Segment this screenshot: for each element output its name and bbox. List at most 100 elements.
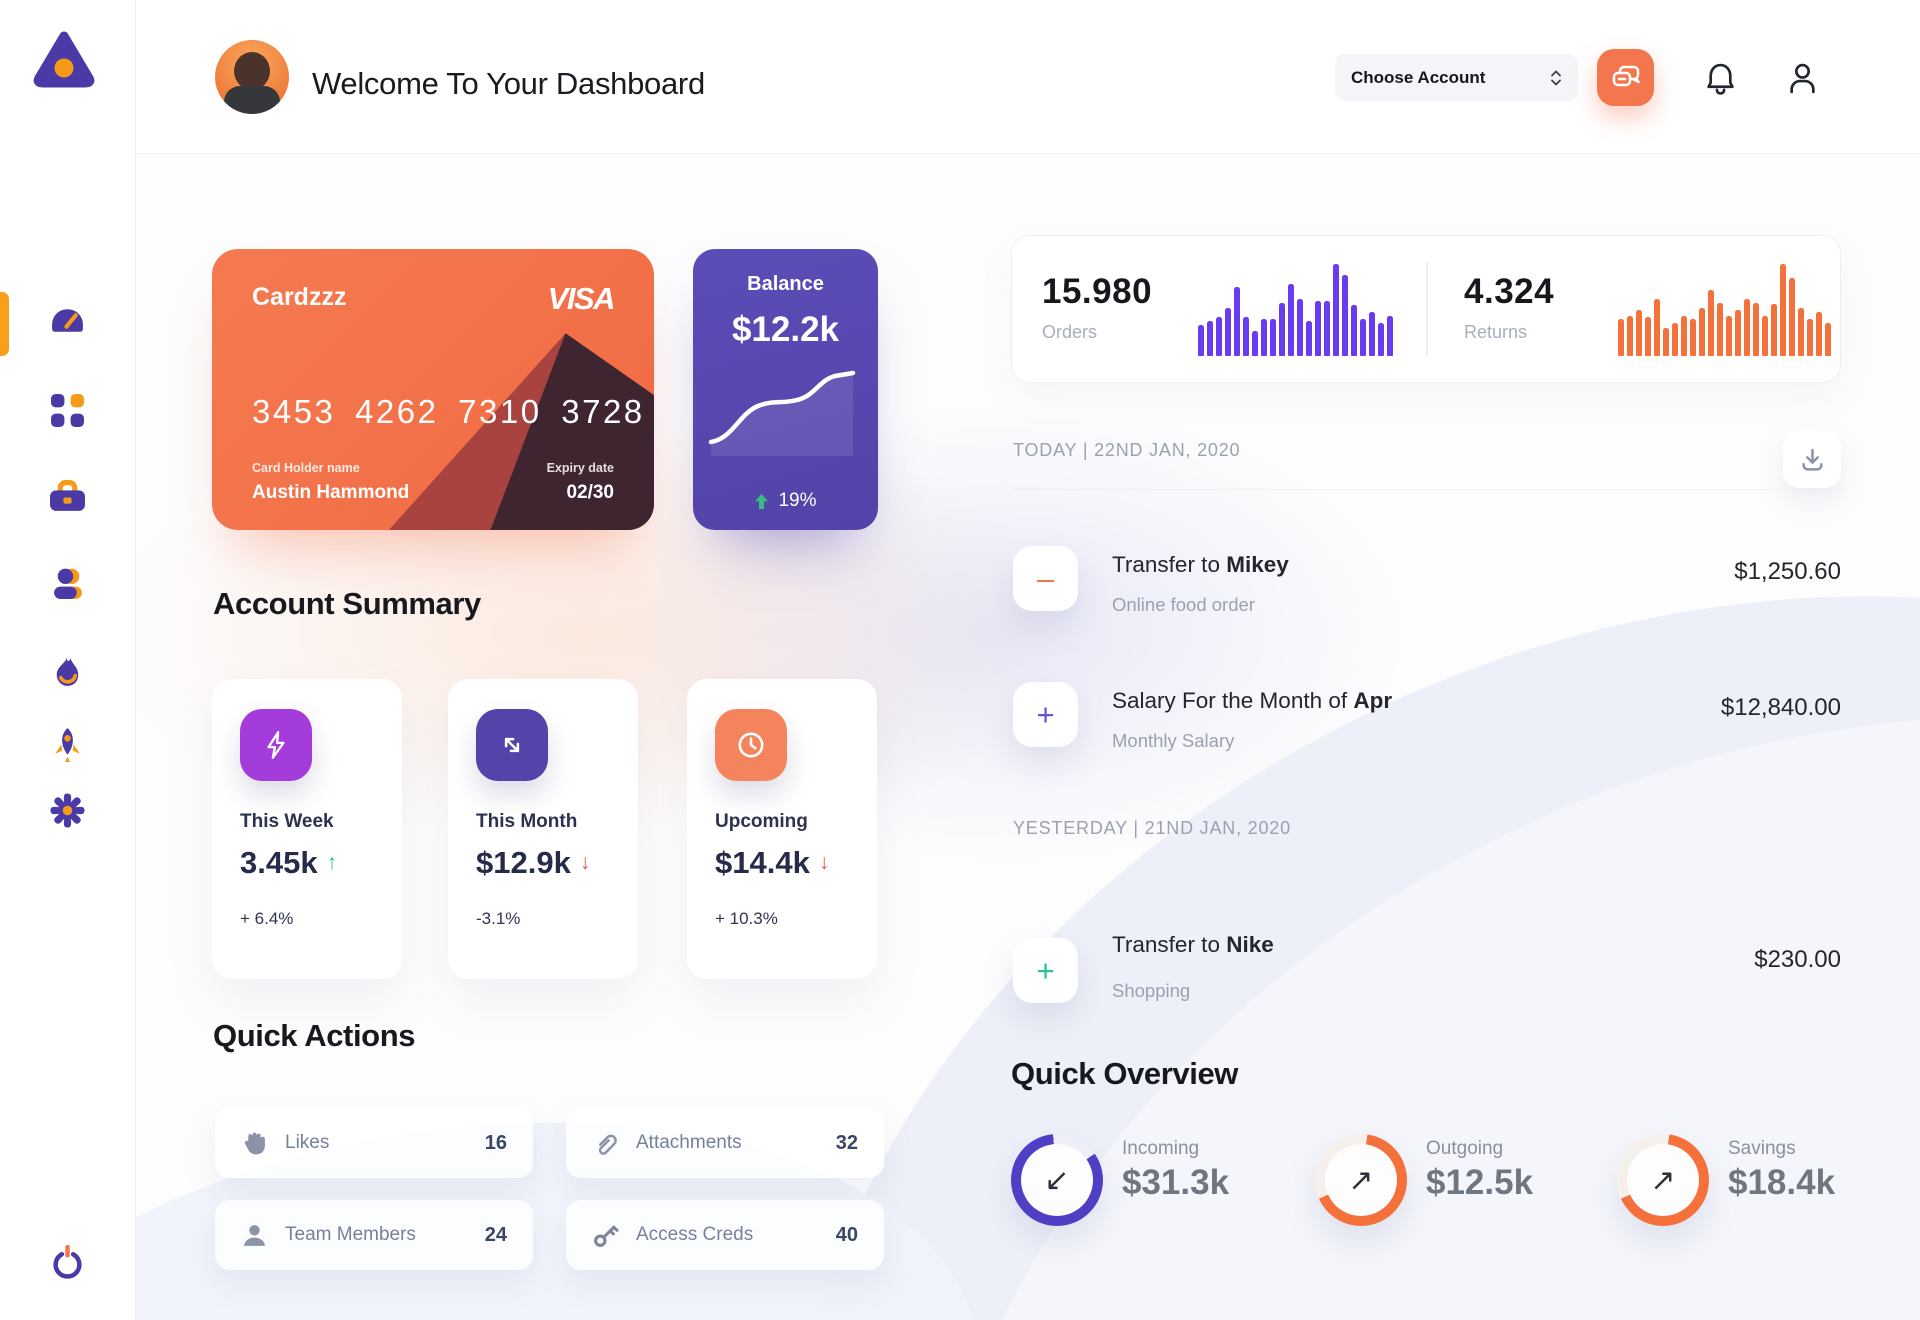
yesterday-date-header: YESTERDAY | 21ND JAN, 2020 xyxy=(1013,818,1291,838)
transaction-amount: $1,250.60 xyxy=(1734,558,1841,585)
account-select[interactable]: Choose Account xyxy=(1335,54,1578,101)
quick-action-label: Access Creds xyxy=(636,1224,754,1245)
trend-arrow: ↓ xyxy=(818,851,830,874)
card-name: Cardzzz xyxy=(252,283,347,311)
quick-action-access-creds[interactable]: Access Creds 40 xyxy=(566,1200,884,1270)
profile-button[interactable] xyxy=(1780,56,1824,100)
outgoing-stat: Outgoing $12.5k xyxy=(1426,1138,1533,1203)
trend-arrow: ↓ xyxy=(579,851,591,874)
sidebar-item-dashboard[interactable] xyxy=(0,294,135,346)
account-select-label: Choose Account xyxy=(1351,67,1486,87)
page-title: Welcome To Your Dashboard xyxy=(312,66,705,101)
summary-card-upcoming: Upcoming $14.4k ↓ + 10.3% xyxy=(687,679,877,979)
returns-value: 4.324 xyxy=(1464,272,1555,311)
lightning-icon xyxy=(240,709,312,781)
arrow-up-right-icon: ↗ xyxy=(1650,1163,1676,1197)
credit-card: Cardzzz VISA 3453 4262 7310 3728 Card Ho… xyxy=(212,249,654,530)
avatar[interactable] xyxy=(215,40,289,114)
summary-delta: + 6.4% xyxy=(240,909,294,928)
sidebar-item-trending[interactable] xyxy=(0,645,135,697)
quick-action-likes[interactable]: Likes 16 xyxy=(215,1108,533,1178)
overview-value: $18.4k xyxy=(1728,1163,1836,1202)
balance-label: Balance xyxy=(747,273,824,295)
stats-divider xyxy=(1426,262,1428,356)
summary-label: Upcoming xyxy=(715,811,808,832)
triangle-logo xyxy=(31,28,97,93)
summary-label: This Month xyxy=(476,811,578,832)
balance-value: $12.2k xyxy=(731,310,840,349)
paperclip-icon xyxy=(598,1134,617,1155)
quick-action-label: Attachments xyxy=(636,1132,742,1153)
active-nav-indicator xyxy=(0,292,9,356)
transaction-title[interactable]: Transfer to Nike xyxy=(1112,932,1274,957)
transaction-title[interactable]: Transfer to Mikey xyxy=(1112,552,1289,577)
orders-value: 15.980 xyxy=(1042,272,1153,311)
orders-returns-card: 15.980 Orders 4.324 Returns xyxy=(1011,235,1841,383)
power-icon xyxy=(53,1244,82,1279)
card-expiry-label: Expiry date xyxy=(546,461,614,475)
notifications-button[interactable] xyxy=(1698,56,1742,100)
sidebar-item-team[interactable] xyxy=(0,557,135,609)
header: Welcome To Your Dashboard Choose Account xyxy=(136,0,1920,154)
balance-change: 19% xyxy=(778,490,817,511)
outgoing-ring-gauge: ↗ xyxy=(1315,1134,1407,1226)
chat-button[interactable] xyxy=(1597,49,1654,106)
download-button[interactable] xyxy=(1783,430,1841,488)
transaction-icon-plus[interactable]: + xyxy=(1013,682,1078,747)
balance-card: Balance $12.2k 19% xyxy=(693,249,878,530)
quick-action-attachments[interactable]: Attachments 32 xyxy=(566,1108,884,1178)
gear-icon xyxy=(50,793,85,827)
hand-icon xyxy=(244,1132,265,1154)
speedometer-icon xyxy=(52,308,83,332)
quick-action-team-members[interactable]: Team Members 24 xyxy=(215,1200,533,1270)
sidebar-item-apps[interactable] xyxy=(0,384,135,436)
savings-stat: Savings $18.4k xyxy=(1728,1138,1835,1203)
orders-bar-chart xyxy=(1198,264,1393,356)
clock-icon xyxy=(715,709,787,781)
trend-arrow: ↑ xyxy=(326,851,338,874)
account-summary-title: Account Summary xyxy=(213,586,481,621)
card-expiry: 02/30 xyxy=(566,482,614,503)
sidebar xyxy=(0,0,136,1320)
sidebar-item-launch[interactable] xyxy=(0,719,135,771)
savings-ring-gauge: ↗ xyxy=(1617,1134,1709,1226)
orders-label: Orders xyxy=(1042,322,1098,342)
grid-icon xyxy=(51,393,84,427)
summary-card-month: This Month $12.9k ↓ -3.1% xyxy=(448,679,638,979)
overview-label: Incoming xyxy=(1122,1138,1200,1159)
transactions-divider xyxy=(1011,489,1841,490)
diagonal-arrows-icon xyxy=(476,709,548,781)
quick-actions-title: Quick Actions xyxy=(213,1018,416,1053)
overview-label: Savings xyxy=(1728,1138,1796,1159)
briefcase-icon xyxy=(50,479,85,511)
user-icon xyxy=(54,568,82,599)
transaction-title[interactable]: Salary For the Month of Apr xyxy=(1112,688,1393,713)
chat-icon xyxy=(1612,65,1640,87)
transaction-icon-minus[interactable]: – xyxy=(1013,546,1078,611)
quick-action-count: 40 xyxy=(835,1223,858,1246)
returns-bar-chart xyxy=(1618,264,1831,356)
card-holder-label: Card Holder name xyxy=(252,461,360,475)
card-holder-name: Austin Hammond xyxy=(252,482,410,503)
quick-action-count: 24 xyxy=(484,1223,507,1246)
quick-action-label: Team Members xyxy=(285,1224,416,1245)
transaction-desc: Monthly Salary xyxy=(1112,730,1235,751)
profile-icon xyxy=(1789,63,1815,93)
key-icon xyxy=(594,1225,619,1247)
download-icon xyxy=(1801,448,1823,471)
transaction-icon-plus[interactable]: + xyxy=(1013,938,1078,1003)
overview-value: $12.5k xyxy=(1426,1163,1534,1202)
flame-icon xyxy=(56,655,79,686)
transaction-desc: Online food order xyxy=(1112,594,1255,615)
summary-value: 3.45k ↑ xyxy=(240,845,338,880)
summary-card-week: This Week 3.45k ↑ + 6.4% xyxy=(212,679,402,979)
sidebar-item-settings[interactable] xyxy=(0,784,135,836)
arrow-down-left-icon: ↙ xyxy=(1044,1163,1070,1197)
returns-label: Returns xyxy=(1464,322,1528,342)
logout-button[interactable] xyxy=(0,1236,135,1288)
transaction-amount: $12,840.00 xyxy=(1720,694,1841,721)
summary-delta: -3.1% xyxy=(476,909,521,928)
sidebar-item-workspace[interactable] xyxy=(0,470,135,522)
transaction-desc: Shopping xyxy=(1112,980,1191,1001)
up-arrow-icon xyxy=(755,493,769,509)
